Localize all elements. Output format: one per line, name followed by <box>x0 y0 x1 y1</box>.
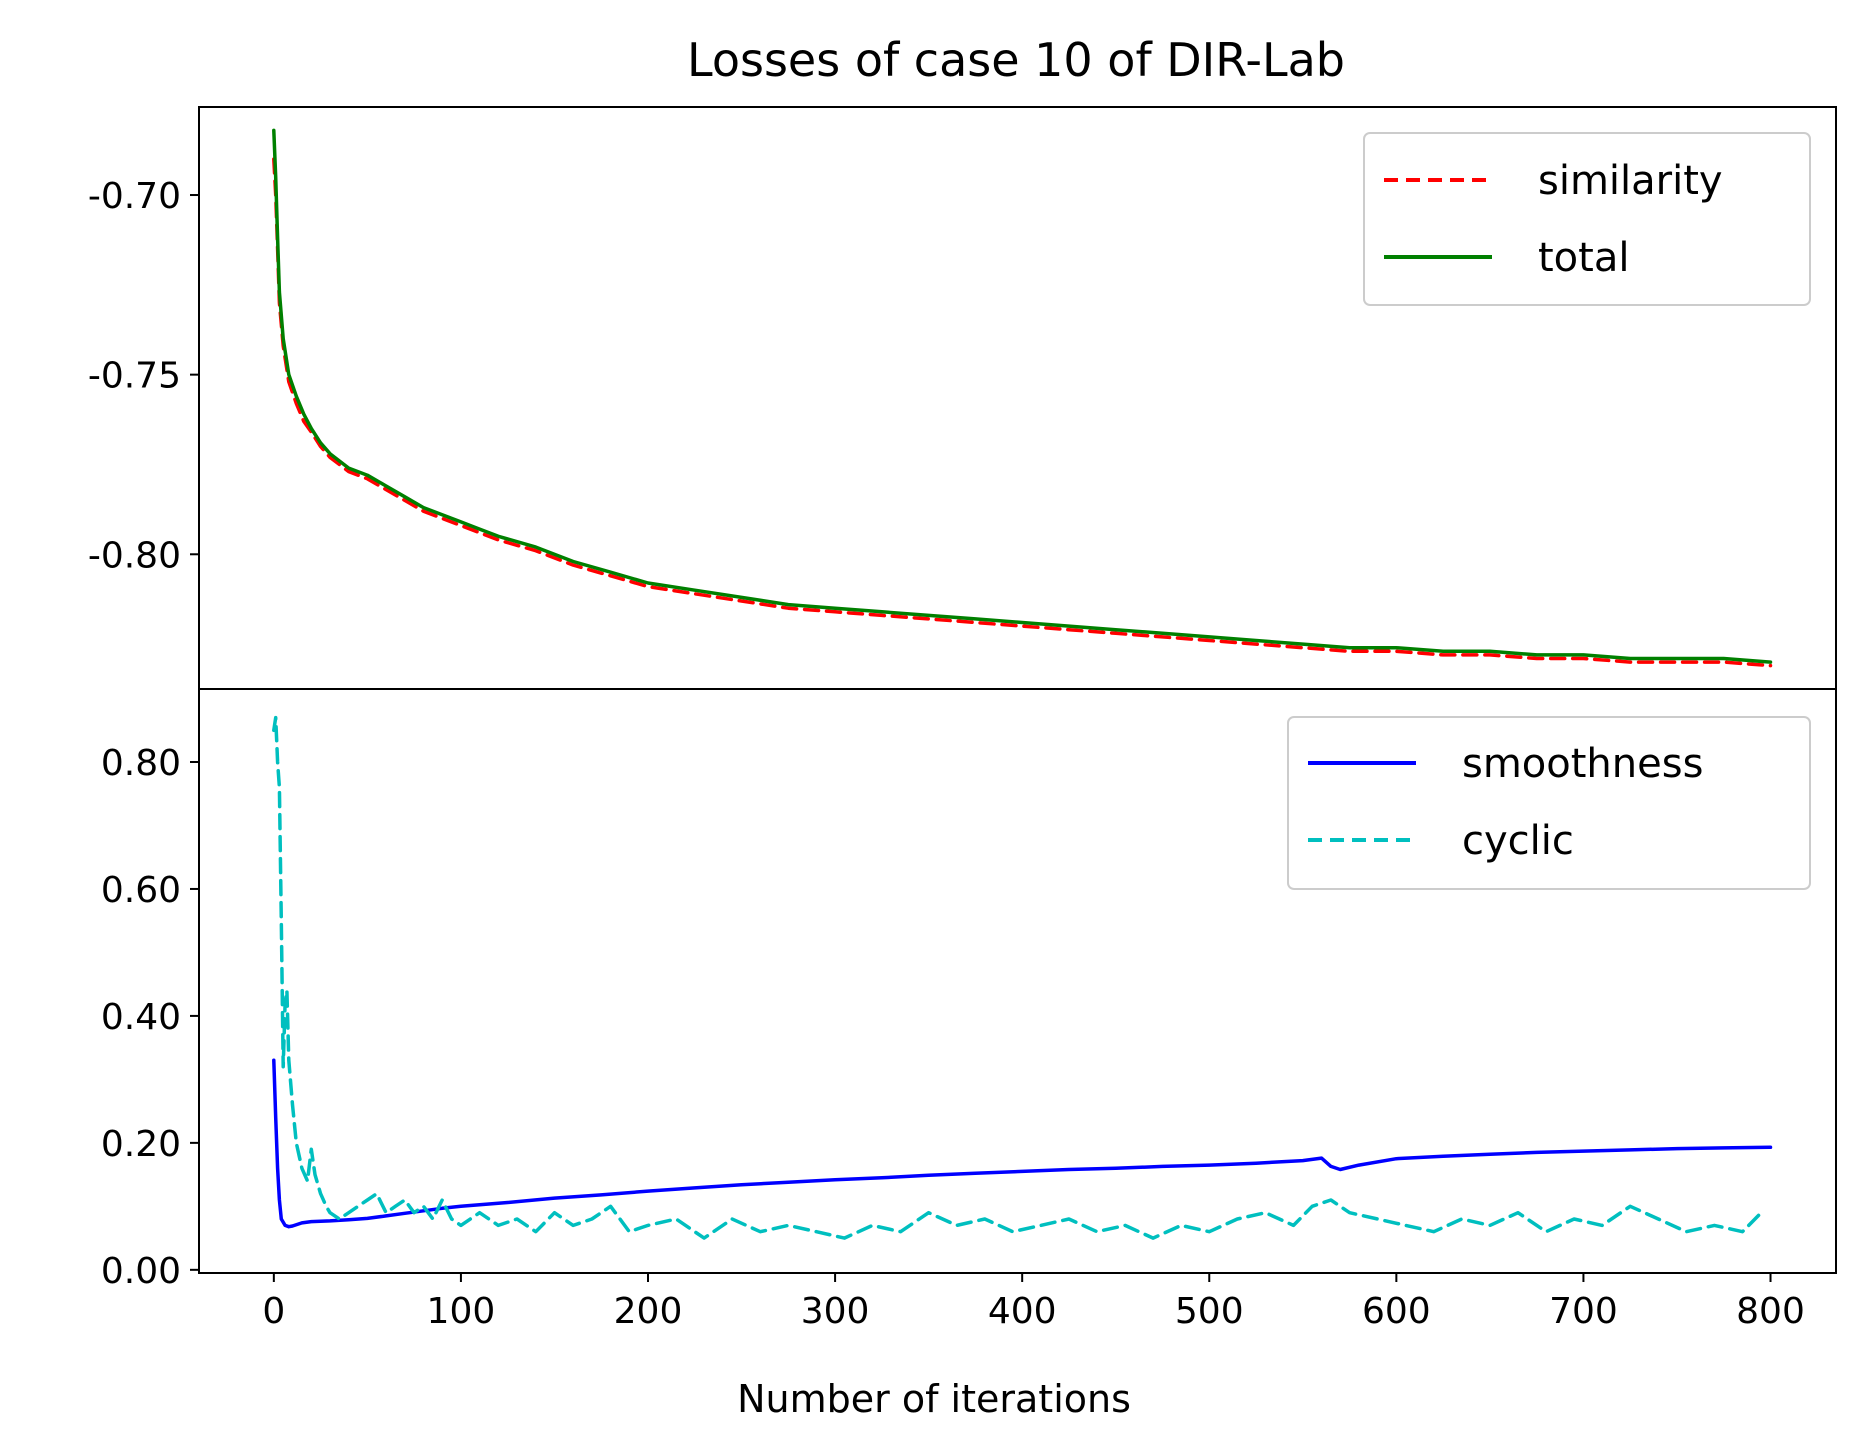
bottom-y-tick-label: 0.80 <box>101 743 181 784</box>
x-tick-label: 0 <box>262 1291 285 1332</box>
series-line-cyclic <box>272 715 1763 1240</box>
bottom-series-lines <box>272 715 1773 1240</box>
top-y-ticks: -0.70 -0.75 -0.80 <box>88 176 199 576</box>
bottom-y-ticks: 0.00 0.20 0.40 0.60 0.80 <box>101 743 199 1292</box>
x-tick-label: 600 <box>1362 1291 1431 1332</box>
series-line-smoothness <box>272 1058 1773 1229</box>
top-y-tick-label: -0.80 <box>88 535 181 576</box>
bottom-x-ticks: 0 100 200 300 400 500 600 700 800 <box>262 1273 1805 1332</box>
legend-label-similarity: similarity <box>1538 158 1723 204</box>
bottom-y-tick-label: 0.20 <box>101 1124 181 1165</box>
x-tick-label: 300 <box>801 1291 870 1332</box>
top-legend: similarity total <box>1363 132 1811 306</box>
x-tick-label: 400 <box>988 1291 1057 1332</box>
bottom-y-tick-label: 0.60 <box>101 870 181 911</box>
bottom-y-tick-label: 0.40 <box>101 997 181 1038</box>
bottom-axes-frame <box>198 688 1837 1274</box>
x-tick-label: 500 <box>1175 1291 1244 1332</box>
top-y-tick-label: -0.70 <box>88 176 181 217</box>
bottom-legend-box <box>1287 716 1811 890</box>
x-axis-label: Number of iterations <box>737 1377 1131 1421</box>
chart-title: Losses of case 10 of DIR-Lab <box>687 33 1345 87</box>
x-tick-label: 100 <box>427 1291 496 1332</box>
x-tick-label: 700 <box>1549 1291 1618 1332</box>
legend-label-cyclic: cyclic <box>1462 818 1574 864</box>
legend-label-total: total <box>1538 235 1629 281</box>
top-panel: -0.70 -0.75 -0.80 similarity total <box>88 106 1837 690</box>
top-legend-box <box>1363 132 1811 306</box>
top-y-tick-label: -0.75 <box>88 356 181 397</box>
x-tick-label: 800 <box>1736 1291 1805 1332</box>
top-series-lines <box>272 128 1773 668</box>
bottom-y-tick-label: 0.00 <box>101 1251 181 1292</box>
x-tick-label: 200 <box>614 1291 683 1332</box>
bottom-legend: smoothness cyclic <box>1287 716 1811 890</box>
series-line-total <box>272 128 1773 664</box>
bottom-panel: 0.00 0.20 0.40 0.60 0.80 0 100 200 300 400 500 600… <box>101 688 1837 1332</box>
legend-label-smoothness: smoothness <box>1462 741 1703 787</box>
series-line-similarity <box>272 157 1773 668</box>
